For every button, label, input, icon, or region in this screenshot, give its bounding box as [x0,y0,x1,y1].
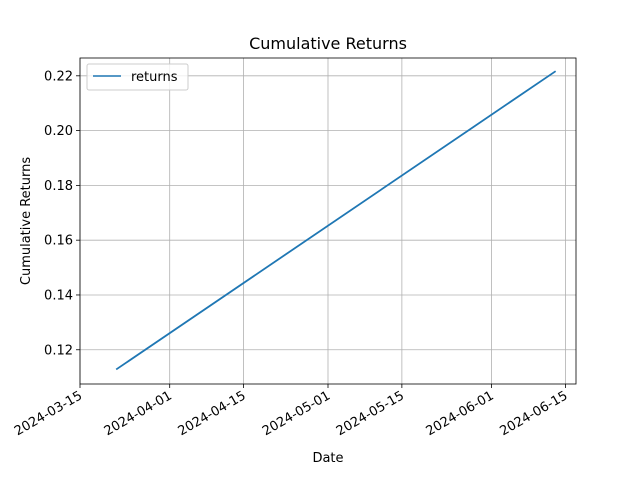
legend: returns [86,63,189,91]
y-axis-label: Cumulative Returns [19,157,34,285]
legend-label: returns [131,70,178,85]
chart-title: Cumulative Returns [249,34,407,53]
y-tick-label: 0.16 [44,234,73,249]
y-tick-label: 0.20 [44,124,73,139]
y-tick-label: 0.22 [44,69,73,84]
y-tick-label: 0.18 [44,179,73,194]
y-tick-label: 0.12 [44,343,73,358]
x-axis-label: Date [312,451,343,466]
series-line-returns [115,70,557,371]
legend-box [86,63,189,91]
y-tick-label: 0.14 [44,288,73,303]
y-axis-ticks: 0.12 0.14 0.16 0.18 0.20 0.22 [44,69,80,358]
series-group [115,70,557,371]
